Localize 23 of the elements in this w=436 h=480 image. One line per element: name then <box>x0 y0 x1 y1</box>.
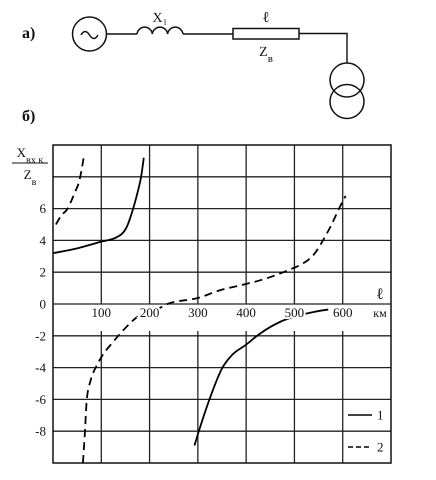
legend-label: 2 <box>377 440 384 454</box>
y-tick-label: -8 <box>35 424 46 439</box>
x-tick-label: 600 <box>332 305 352 320</box>
x-tick-label: 500 <box>284 305 304 320</box>
text: б) <box>22 108 36 125</box>
legend-label: 1 <box>377 408 384 422</box>
text: X₁ <box>152 11 168 26</box>
y-tick-label: -4 <box>35 360 46 376</box>
text: ℓ <box>262 10 270 26</box>
text: Z$_{в}$ <box>259 45 273 65</box>
y-tick-label: 6 <box>40 201 46 216</box>
annotation: км <box>373 306 388 320</box>
x-tick-label: 400 <box>236 305 256 320</box>
x-tick-label: 300 <box>188 305 208 320</box>
x-axis-title: ℓ <box>376 286 384 303</box>
y-tick-label: -6 <box>35 392 46 407</box>
y-tick-label: 2 <box>40 264 46 280</box>
y-tick-label: -2 <box>35 328 46 344</box>
y-tick-label: 4 <box>40 232 46 248</box>
x-tick-label: 200 <box>140 305 160 320</box>
text: а) <box>22 25 36 42</box>
x-tick-label: 100 <box>92 305 112 320</box>
y-tick-label: 0 <box>40 296 46 312</box>
